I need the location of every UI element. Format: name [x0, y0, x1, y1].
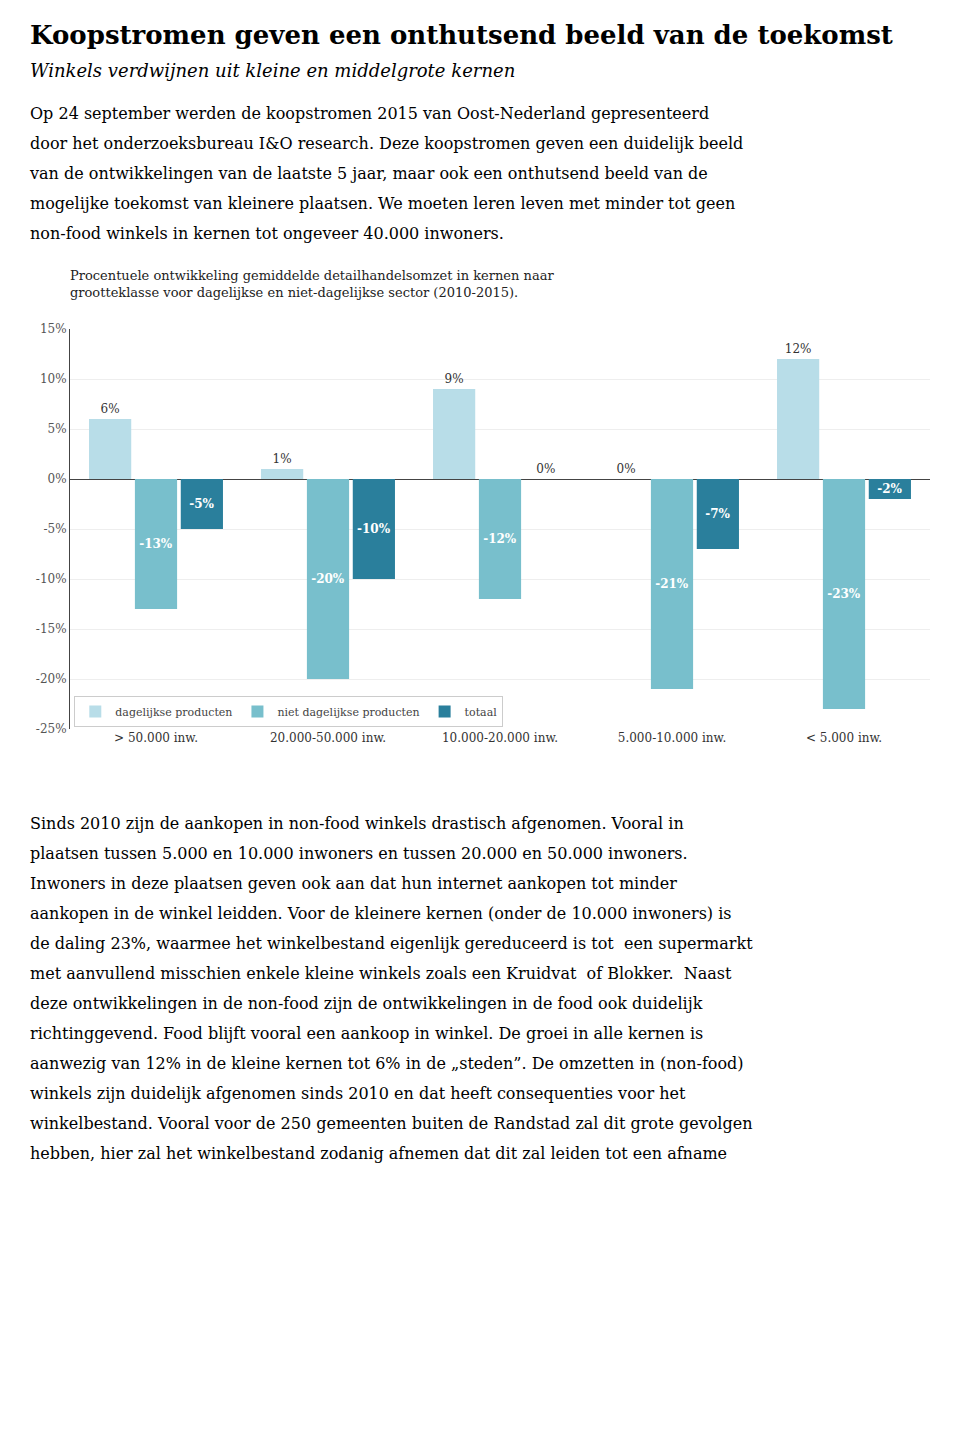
svg-text:0%: 0% — [536, 462, 555, 476]
svg-text:totaal: totaal — [465, 706, 498, 719]
html-text:aanwezig van 12% in de kleine: aanwezig van 12% in de kleine kernen tot… — [30, 1054, 744, 1073]
html-text:Koopstromen geven een onthutse: Koopstromen geven een onthutsend beeld v… — [30, 20, 893, 50]
svg-text:0%: 0% — [48, 472, 67, 486]
html-text:hebben, hier zal het winkelbes: hebben, hier zal het winkelbestand zodan… — [30, 1144, 728, 1163]
svg-text:5.000-10.000 inw.: 5.000-10.000 inw. — [618, 731, 726, 745]
html-text:mogelijke toekomst van kleiner: mogelijke toekomst van kleinere plaatsen… — [30, 194, 736, 213]
svg-text:-25%: -25% — [36, 722, 67, 736]
svg-text:-15%: -15% — [36, 622, 67, 636]
svg-text:-13%: -13% — [139, 537, 173, 551]
svg-text:20.000-50.000 inw.: 20.000-50.000 inw. — [270, 731, 386, 745]
html-text:Winkels verdwijnen uit kleine: Winkels verdwijnen uit kleine en middelg… — [30, 60, 516, 81]
html-text:non-food winkels in kernen tot: non-food winkels in kernen tot ongeveer … — [30, 224, 504, 243]
svg-text:-12%: -12% — [483, 532, 517, 546]
svg-text:Procentuele ontwikkeling gemid: Procentuele ontwikkeling gemiddelde deta… — [70, 268, 554, 300]
svg-text:-10%: -10% — [357, 522, 391, 536]
html-text:Op 24 september werden de koop: Op 24 september werden de koopstromen 20… — [30, 104, 710, 123]
svg-text:-21%: -21% — [655, 577, 689, 591]
svg-text:-20%: -20% — [36, 672, 67, 686]
svg-text:niet dagelijkse producten: niet dagelijkse producten — [277, 706, 419, 719]
svg-text:-23%: -23% — [827, 587, 861, 601]
svg-text:9%: 9% — [445, 372, 464, 386]
svg-text:-2%: -2% — [877, 482, 902, 496]
svg-text:dagelijkse producten: dagelijkse producten — [115, 706, 232, 719]
html-text:richtinggevend. Food blijft vo: richtinggevend. Food blijft vooral een a… — [30, 1024, 704, 1043]
html-text:plaatsen tussen 5.000 en 10.00: plaatsen tussen 5.000 en 10.000 inwoners… — [30, 844, 688, 863]
svg-text:10.000-20.000 inw.: 10.000-20.000 inw. — [442, 731, 558, 745]
svg-text:6%: 6% — [101, 402, 120, 416]
svg-text:5%: 5% — [48, 422, 67, 436]
html-text:aankopen in de winkel leidden.: aankopen in de winkel leidden. Voor de k… — [30, 904, 732, 923]
html-text:Sinds 2010 zijn de aankopen in: Sinds 2010 zijn de aankopen in non-food … — [30, 814, 684, 833]
html-text:van de ontwikkelingen van de l: van de ontwikkelingen van de laatste 5 j… — [30, 164, 708, 183]
svg-text:10%: 10% — [40, 372, 67, 386]
svg-text:1%: 1% — [273, 452, 292, 466]
html-text:winkels zijn duidelijk afgenom: winkels zijn duidelijk afgenomen sinds 2… — [30, 1084, 686, 1103]
html-text:winkelbestand. Vooral voor de: winkelbestand. Vooral voor de 250 gemeen… — [30, 1114, 753, 1133]
svg-text:-10%: -10% — [36, 572, 67, 586]
svg-text:15%: 15% — [40, 322, 67, 336]
svg-text:0%: 0% — [617, 462, 636, 476]
svg-text:> 50.000 inw.: > 50.000 inw. — [114, 731, 198, 745]
html-text:door het onderzoeksbureau I&O: door het onderzoeksbureau I&O research. … — [30, 134, 744, 153]
svg-text:12%: 12% — [785, 342, 812, 356]
html-text:Inwoners in deze plaatsen geve: Inwoners in deze plaatsen geven ook aan … — [30, 874, 677, 893]
svg-text:-5%: -5% — [189, 497, 214, 511]
html-text:met aanvullend misschien enkel: met aanvullend misschien enkele kleine w… — [30, 964, 732, 983]
svg-text:-7%: -7% — [705, 507, 730, 521]
svg-text:-20%: -20% — [311, 572, 345, 586]
html-text:de daling 23%, waarmee het win: de daling 23%, waarmee het winkelbestand… — [30, 934, 753, 953]
html-text:deze ontwikkelingen in de non-: deze ontwikkelingen in de non-food zijn … — [30, 994, 703, 1013]
svg-text:< 5.000 inw.: < 5.000 inw. — [806, 731, 882, 745]
svg-text:-5%: -5% — [44, 522, 67, 536]
